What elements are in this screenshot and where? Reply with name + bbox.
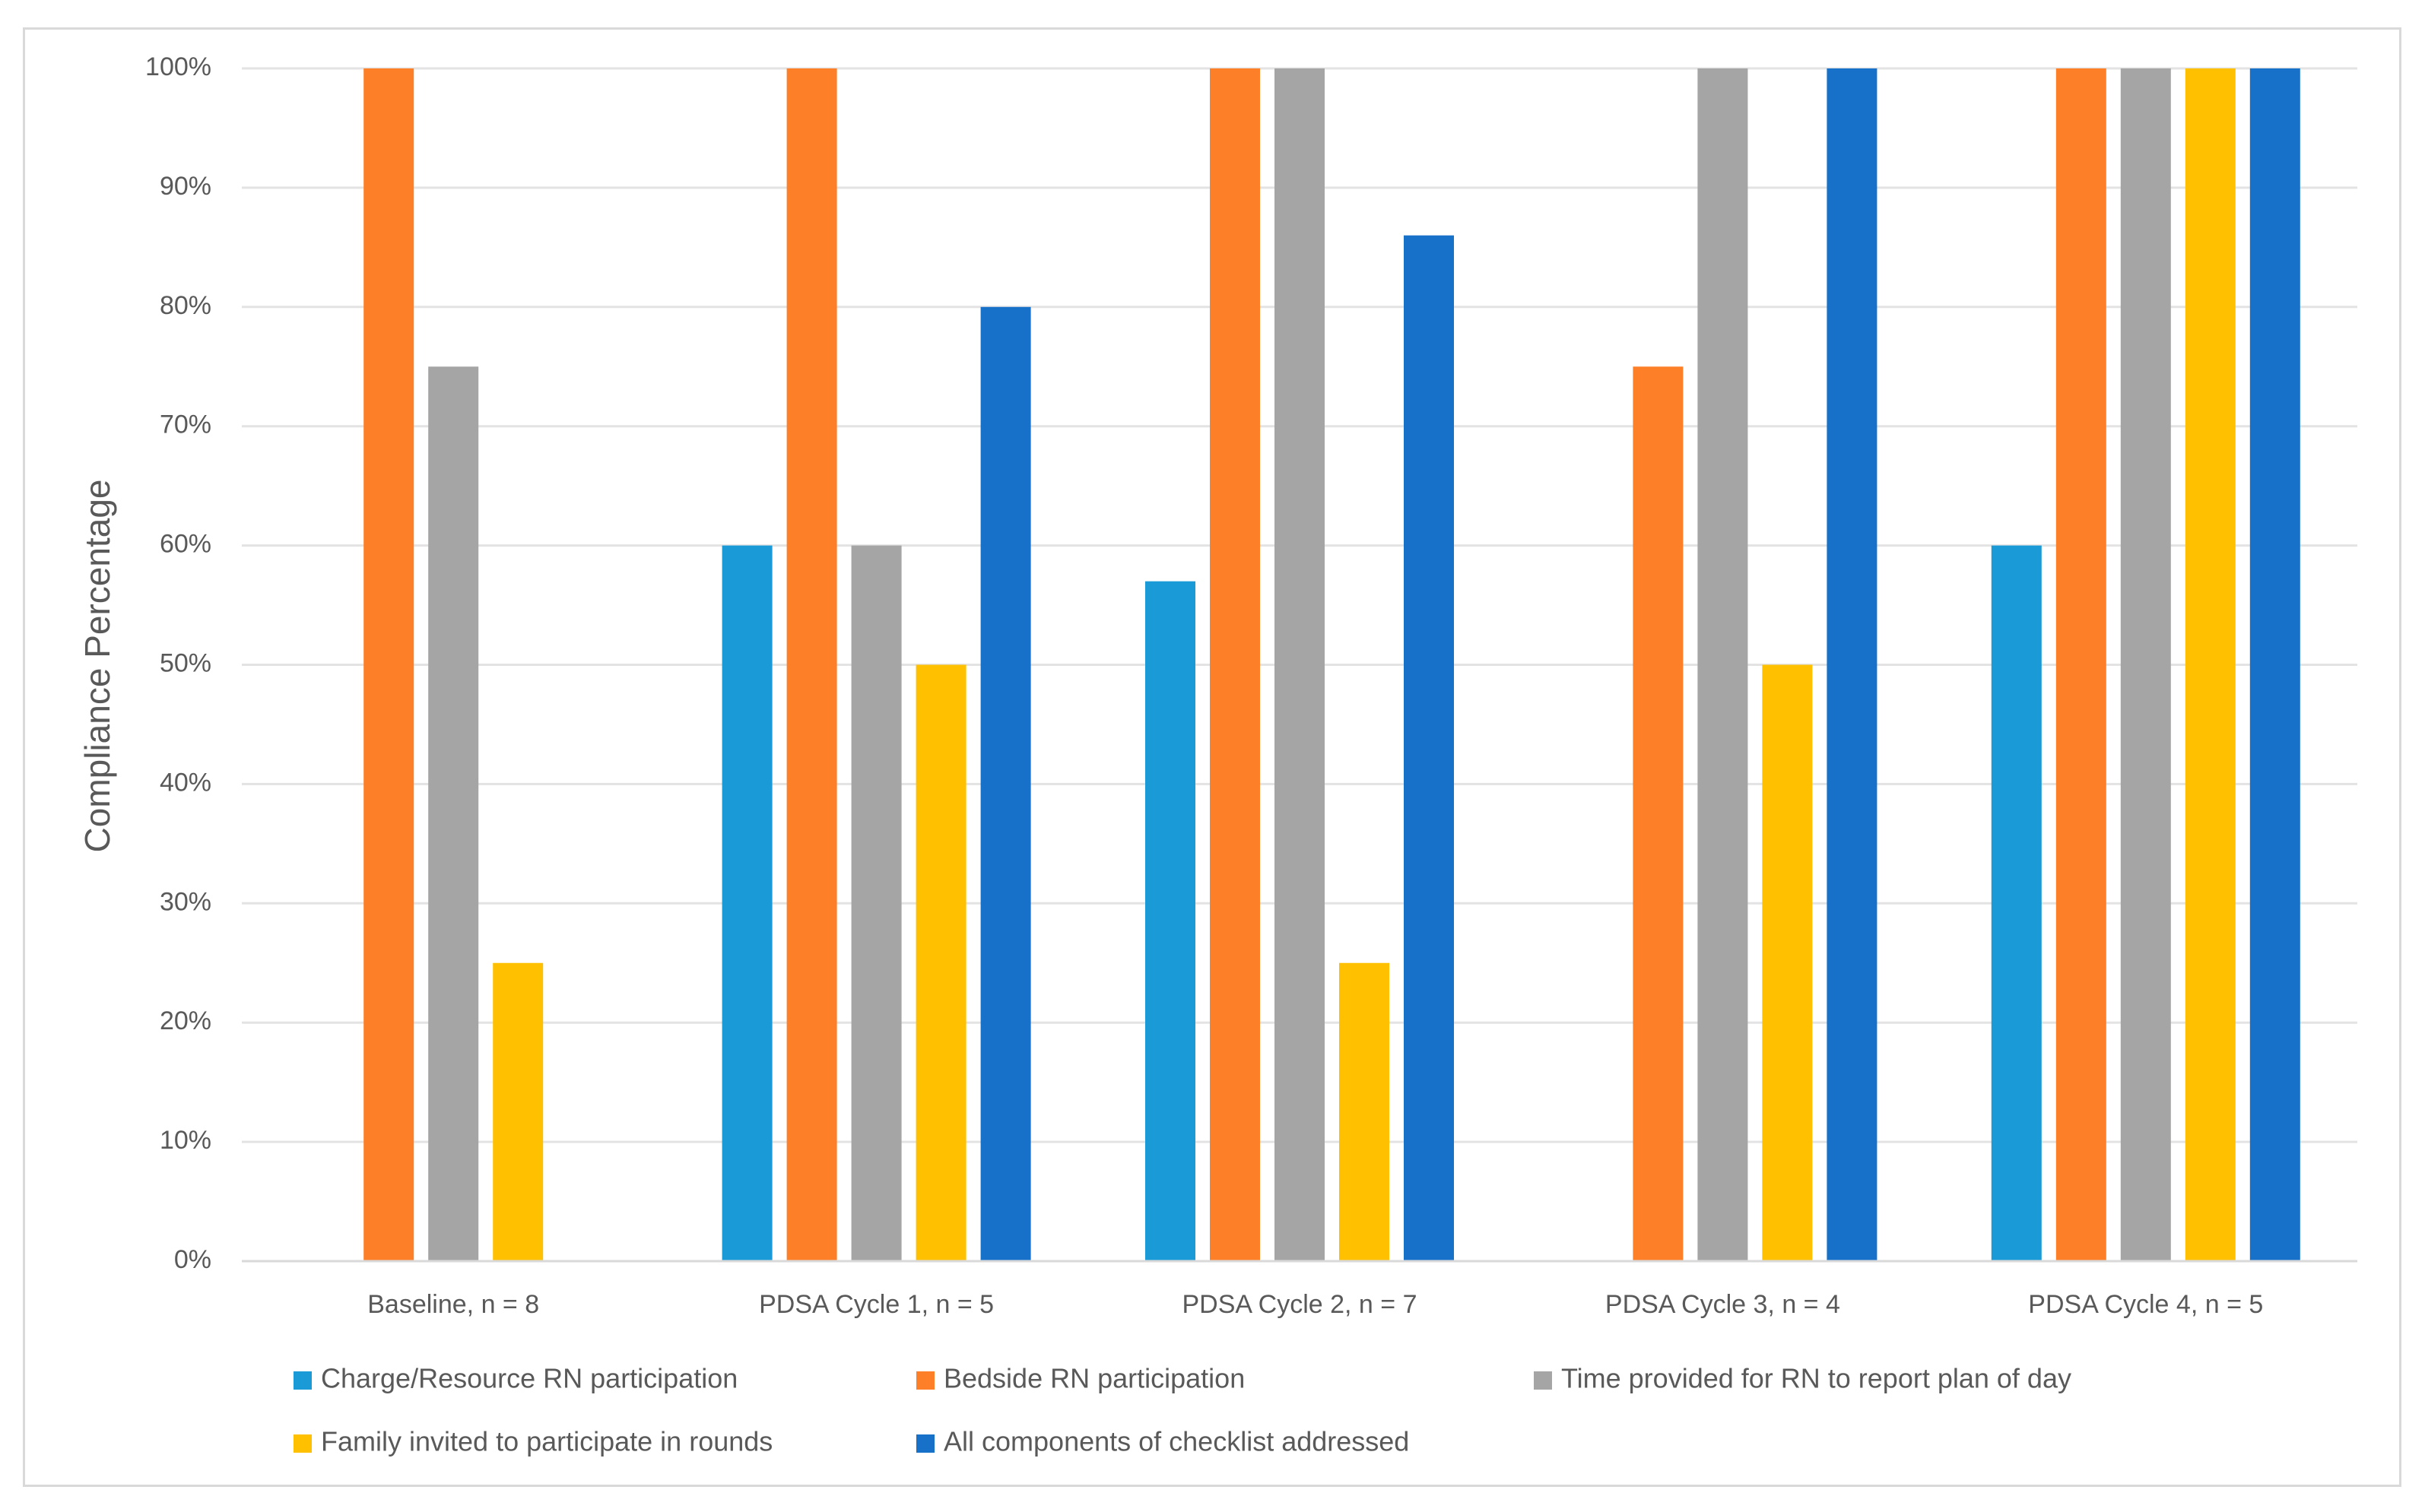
y-tick-label: 90%: [160, 172, 211, 201]
y-tick-label: 30%: [160, 887, 211, 916]
legend-swatch: [294, 1434, 312, 1453]
legend-label: All components of checklist addressed: [944, 1426, 1409, 1457]
y-tick-label: 40%: [160, 768, 211, 797]
x-tick-label: Baseline, n = 8: [367, 1290, 539, 1319]
bar: [1145, 581, 1195, 1261]
bar: [980, 306, 1031, 1261]
bar: [493, 962, 544, 1261]
bar: [1827, 68, 1877, 1261]
y-tick-label: 70%: [160, 410, 211, 439]
bar: [363, 68, 414, 1261]
y-tick-label: 20%: [160, 1006, 211, 1035]
bar: [1404, 235, 1454, 1261]
x-axis-categories: Baseline, n = 8 PDSA Cycle 1, n = 5 PDSA C…: [367, 1290, 2263, 1319]
bars: [363, 68, 2300, 1261]
bar: [2249, 68, 2300, 1261]
bar: [1633, 366, 1684, 1261]
bar: [1991, 545, 2042, 1261]
y-tick-label: 50%: [160, 648, 211, 677]
legend-label: Bedside RN participation: [944, 1363, 1245, 1394]
legend-label: Charge/Resource RN participation: [321, 1363, 738, 1394]
x-tick-label: PDSA Cycle 1, n = 5: [759, 1290, 994, 1319]
bar: [1274, 68, 1325, 1261]
legend: Charge/Resource RN participation Bedside …: [294, 1363, 2071, 1457]
y-tick-label: 100%: [145, 52, 211, 81]
bar: [1762, 664, 1813, 1261]
legend-swatch: [294, 1371, 312, 1390]
bar: [2185, 68, 2236, 1261]
bar: [428, 366, 479, 1261]
bar: [2120, 68, 2171, 1261]
bar: [851, 545, 902, 1261]
bar: [786, 68, 837, 1261]
y-tick-label: 80%: [160, 291, 211, 320]
legend-swatch: [916, 1371, 935, 1390]
y-axis-title: Compliance Percentage: [78, 480, 117, 853]
x-tick-label: PDSA Cycle 3, n = 4: [1605, 1290, 1840, 1319]
legend-label: Time provided for RN to report plan of d…: [1561, 1363, 2071, 1394]
legend-swatch: [1534, 1371, 1552, 1390]
bar: [916, 664, 967, 1261]
legend-swatch: [916, 1434, 935, 1453]
bar: [722, 545, 773, 1261]
x-tick-label: PDSA Cycle 2, n = 7: [1182, 1290, 1417, 1319]
bar: [1210, 68, 1260, 1261]
y-axis-ticks: 0% 10% 20% 30% 40% 50% 60% 70% 80% 90% 100%: [145, 52, 211, 1274]
bar: [1339, 962, 1389, 1261]
y-tick-label: 10%: [160, 1126, 211, 1155]
y-tick-label: 60%: [160, 530, 211, 559]
legend-label: Family invited to participate in rounds: [321, 1426, 773, 1457]
y-tick-label: 0%: [174, 1245, 211, 1274]
x-tick-label: PDSA Cycle 4, n = 5: [2028, 1290, 2263, 1319]
bar: [1697, 68, 1748, 1261]
bar: [2055, 68, 2106, 1261]
